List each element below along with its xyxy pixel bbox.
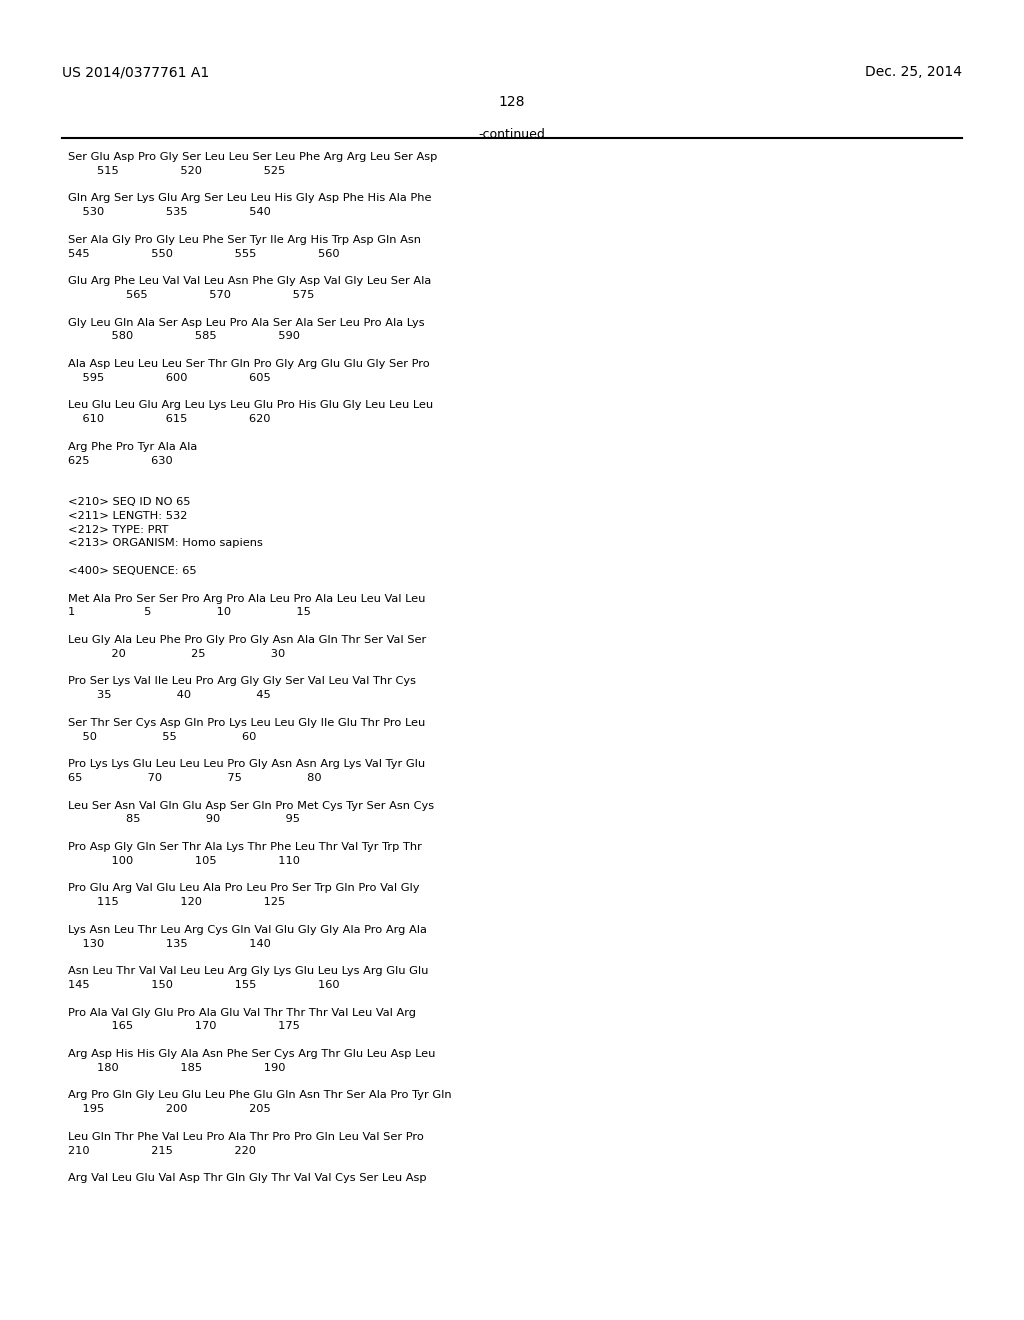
Text: 145                 150                 155                 160: 145 150 155 160 xyxy=(68,979,340,990)
Text: 580                 585                 590: 580 585 590 xyxy=(68,331,300,342)
Text: Pro Ala Val Gly Glu Pro Ala Glu Val Thr Thr Thr Val Leu Val Arg: Pro Ala Val Gly Glu Pro Ala Glu Val Thr … xyxy=(68,1007,416,1018)
Text: Glu Arg Phe Leu Val Val Leu Asn Phe Gly Asp Val Gly Leu Ser Ala: Glu Arg Phe Leu Val Val Leu Asn Phe Gly … xyxy=(68,276,431,286)
Text: 195                 200                 205: 195 200 205 xyxy=(68,1105,270,1114)
Text: 65                  70                  75                  80: 65 70 75 80 xyxy=(68,774,322,783)
Text: Ser Thr Ser Cys Asp Gln Pro Lys Leu Leu Gly Ile Glu Thr Pro Leu: Ser Thr Ser Cys Asp Gln Pro Lys Leu Leu … xyxy=(68,718,425,727)
Text: Asn Leu Thr Val Val Leu Leu Arg Gly Lys Glu Leu Lys Arg Glu Glu: Asn Leu Thr Val Val Leu Leu Arg Gly Lys … xyxy=(68,966,428,977)
Text: Leu Glu Leu Glu Arg Leu Lys Leu Glu Pro His Glu Gly Leu Leu Leu: Leu Glu Leu Glu Arg Leu Lys Leu Glu Pro … xyxy=(68,400,433,411)
Text: 20                  25                  30: 20 25 30 xyxy=(68,649,286,659)
Text: 128: 128 xyxy=(499,95,525,110)
Text: 100                 105                 110: 100 105 110 xyxy=(68,855,300,866)
Text: -continued: -continued xyxy=(478,128,546,141)
Text: Dec. 25, 2014: Dec. 25, 2014 xyxy=(865,65,962,79)
Text: Pro Glu Arg Val Glu Leu Ala Pro Leu Pro Ser Trp Gln Pro Val Gly: Pro Glu Arg Val Glu Leu Ala Pro Leu Pro … xyxy=(68,883,420,894)
Text: Pro Ser Lys Val Ile Leu Pro Arg Gly Gly Ser Val Leu Val Thr Cys: Pro Ser Lys Val Ile Leu Pro Arg Gly Gly … xyxy=(68,676,416,686)
Text: Lys Asn Leu Thr Leu Arg Cys Gln Val Glu Gly Gly Ala Pro Arg Ala: Lys Asn Leu Thr Leu Arg Cys Gln Val Glu … xyxy=(68,925,427,935)
Text: <211> LENGTH: 532: <211> LENGTH: 532 xyxy=(68,511,187,521)
Text: 515                 520                 525: 515 520 525 xyxy=(68,166,286,176)
Text: <400> SEQUENCE: 65: <400> SEQUENCE: 65 xyxy=(68,566,197,576)
Text: Arg Pro Gln Gly Leu Glu Leu Phe Glu Gln Asn Thr Ser Ala Pro Tyr Gln: Arg Pro Gln Gly Leu Glu Leu Phe Glu Gln … xyxy=(68,1090,452,1101)
Text: 130                 135                 140: 130 135 140 xyxy=(68,939,271,949)
Text: Arg Asp His His Gly Ala Asn Phe Ser Cys Arg Thr Glu Leu Asp Leu: Arg Asp His His Gly Ala Asn Phe Ser Cys … xyxy=(68,1049,435,1059)
Text: Ser Glu Asp Pro Gly Ser Leu Leu Ser Leu Phe Arg Arg Leu Ser Asp: Ser Glu Asp Pro Gly Ser Leu Leu Ser Leu … xyxy=(68,152,437,162)
Text: Arg Phe Pro Tyr Ala Ala: Arg Phe Pro Tyr Ala Ala xyxy=(68,442,198,451)
Text: <210> SEQ ID NO 65: <210> SEQ ID NO 65 xyxy=(68,498,190,507)
Text: 35                  40                  45: 35 40 45 xyxy=(68,690,270,700)
Text: Gly Leu Gln Ala Ser Asp Leu Pro Ala Ser Ala Ser Leu Pro Ala Lys: Gly Leu Gln Ala Ser Asp Leu Pro Ala Ser … xyxy=(68,318,425,327)
Text: 85                  90                  95: 85 90 95 xyxy=(68,814,300,825)
Text: Gln Arg Ser Lys Glu Arg Ser Leu Leu His Gly Asp Phe His Ala Phe: Gln Arg Ser Lys Glu Arg Ser Leu Leu His … xyxy=(68,194,431,203)
Text: 180                 185                 190: 180 185 190 xyxy=(68,1063,286,1073)
Text: <213> ORGANISM: Homo sapiens: <213> ORGANISM: Homo sapiens xyxy=(68,539,263,548)
Text: Arg Val Leu Glu Val Asp Thr Gln Gly Thr Val Val Cys Ser Leu Asp: Arg Val Leu Glu Val Asp Thr Gln Gly Thr … xyxy=(68,1173,427,1183)
Text: 610                 615                 620: 610 615 620 xyxy=(68,414,270,424)
Text: 210                 215                 220: 210 215 220 xyxy=(68,1146,256,1155)
Text: Pro Lys Lys Glu Leu Leu Leu Pro Gly Asn Asn Arg Lys Val Tyr Glu: Pro Lys Lys Glu Leu Leu Leu Pro Gly Asn … xyxy=(68,759,425,770)
Text: 165                 170                 175: 165 170 175 xyxy=(68,1022,300,1031)
Text: Ser Ala Gly Pro Gly Leu Phe Ser Tyr Ile Arg His Trp Asp Gln Asn: Ser Ala Gly Pro Gly Leu Phe Ser Tyr Ile … xyxy=(68,235,421,244)
Text: 530                 535                 540: 530 535 540 xyxy=(68,207,271,218)
Text: 625                 630: 625 630 xyxy=(68,455,173,466)
Text: 50                  55                  60: 50 55 60 xyxy=(68,731,256,742)
Text: Leu Ser Asn Val Gln Glu Asp Ser Gln Pro Met Cys Tyr Ser Asn Cys: Leu Ser Asn Val Gln Glu Asp Ser Gln Pro … xyxy=(68,801,434,810)
Text: Leu Gln Thr Phe Val Leu Pro Ala Thr Pro Pro Gln Leu Val Ser Pro: Leu Gln Thr Phe Val Leu Pro Ala Thr Pro … xyxy=(68,1131,424,1142)
Text: <212> TYPE: PRT: <212> TYPE: PRT xyxy=(68,524,168,535)
Text: Ala Asp Leu Leu Leu Ser Thr Gln Pro Gly Arg Glu Glu Gly Ser Pro: Ala Asp Leu Leu Leu Ser Thr Gln Pro Gly … xyxy=(68,359,430,370)
Text: 595                 600                 605: 595 600 605 xyxy=(68,372,270,383)
Text: Leu Gly Ala Leu Phe Pro Gly Pro Gly Asn Ala Gln Thr Ser Val Ser: Leu Gly Ala Leu Phe Pro Gly Pro Gly Asn … xyxy=(68,635,426,645)
Text: 115                 120                 125: 115 120 125 xyxy=(68,898,286,907)
Text: 1                   5                  10                  15: 1 5 10 15 xyxy=(68,607,311,618)
Text: Met Ala Pro Ser Ser Pro Arg Pro Ala Leu Pro Ala Leu Leu Val Leu: Met Ala Pro Ser Ser Pro Arg Pro Ala Leu … xyxy=(68,594,425,603)
Text: 565                 570                 575: 565 570 575 xyxy=(68,290,314,300)
Text: US 2014/0377761 A1: US 2014/0377761 A1 xyxy=(62,65,209,79)
Text: Pro Asp Gly Gln Ser Thr Ala Lys Thr Phe Leu Thr Val Tyr Trp Thr: Pro Asp Gly Gln Ser Thr Ala Lys Thr Phe … xyxy=(68,842,422,851)
Text: 545                 550                 555                 560: 545 550 555 560 xyxy=(68,248,340,259)
